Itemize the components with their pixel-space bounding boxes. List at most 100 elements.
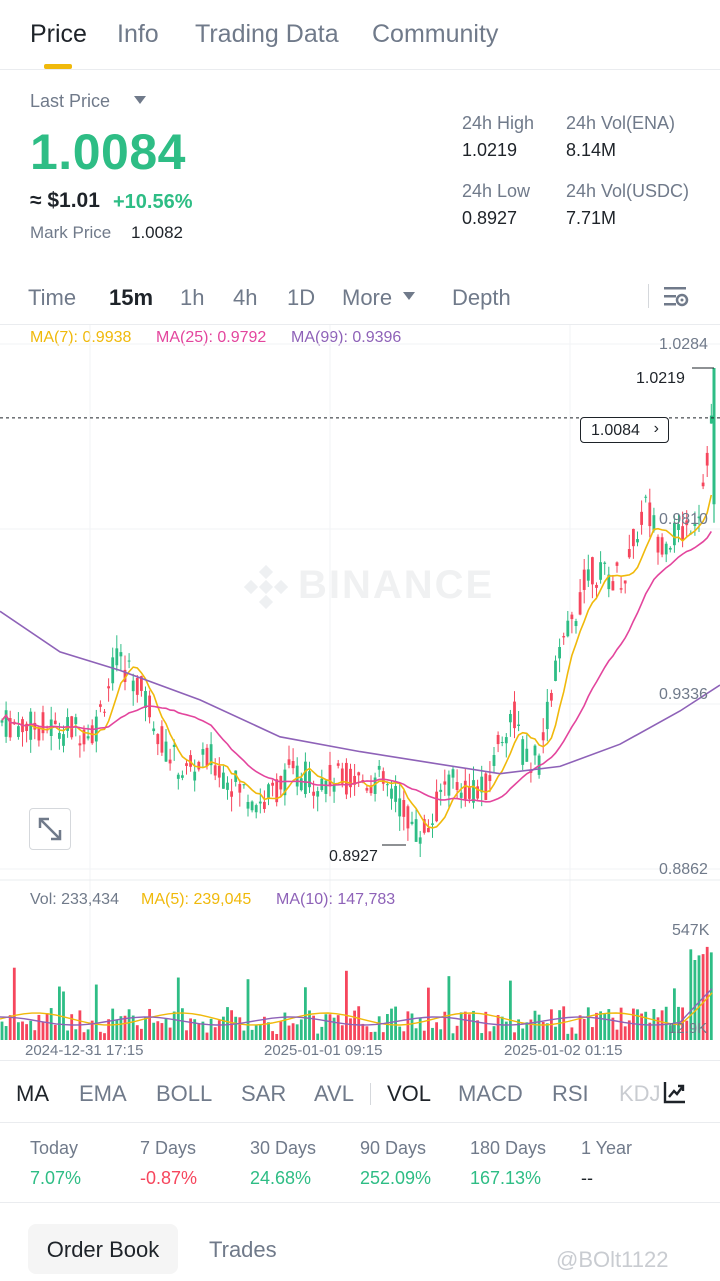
candlestick-chart[interactable] <box>0 325 720 1060</box>
indicator-vol[interactable]: VOL <box>387 1081 432 1106</box>
24h-vol-ena-value: 8.14M <box>566 140 617 160</box>
candle-body <box>632 528 635 547</box>
price-axis-label: 0.8862 <box>659 861 708 878</box>
candle-body <box>488 775 492 782</box>
indicator-ma[interactable]: MA <box>16 1081 49 1106</box>
volume-bar <box>230 1010 233 1040</box>
candle-body <box>287 759 291 765</box>
candle-body <box>595 584 598 588</box>
indicator-kdj[interactable]: KDJ <box>619 1081 661 1106</box>
interval-time[interactable]: Time <box>28 285 77 310</box>
volume-bar <box>386 1014 389 1040</box>
performance-label: 90 Days <box>360 1138 427 1158</box>
volume-bar <box>70 1014 74 1040</box>
volume-bar <box>431 1027 434 1040</box>
volume-bar <box>394 1006 397 1040</box>
volume-bar <box>316 1033 320 1040</box>
interval-depth[interactable]: Depth <box>452 285 511 310</box>
candle-body <box>525 748 529 762</box>
candle-body <box>168 759 172 764</box>
candle-body <box>164 741 168 762</box>
candle-body <box>394 785 397 802</box>
more-caret-icon[interactable] <box>403 292 415 300</box>
candle-body <box>156 734 160 745</box>
performance-value: -0.87% <box>140 1168 198 1188</box>
tab-trades[interactable]: Trades <box>209 1237 277 1262</box>
volume-bar <box>693 960 697 1040</box>
candle-body <box>193 771 197 781</box>
interval-4h[interactable]: 4h <box>233 285 258 310</box>
volume-bar <box>58 986 61 1040</box>
caret-down-icon[interactable] <box>134 96 146 104</box>
indicator-chart-icon[interactable] <box>663 1080 687 1104</box>
vol-ma5-legend: MA(5): 239,045 <box>141 891 252 908</box>
performance-label: 1 Year <box>581 1138 633 1158</box>
candle-body <box>86 736 90 739</box>
volume-bar <box>545 1023 549 1040</box>
candle-body <box>304 761 307 795</box>
indicator-ema[interactable]: EMA <box>79 1081 127 1106</box>
last-price-selector[interactable]: Last Price <box>30 91 111 111</box>
tab-price[interactable]: Price <box>30 20 87 48</box>
volume-bar <box>570 1027 574 1040</box>
indicator-macd[interactable]: MACD <box>458 1081 523 1106</box>
candle-body <box>29 711 33 740</box>
ma99-legend: MA(99): 0.9396 <box>291 329 402 346</box>
volume-bar <box>234 1016 238 1040</box>
volume-bar <box>8 1015 12 1040</box>
volume-bar <box>521 1028 525 1040</box>
vol-ma10-legend: MA(10): 147,783 <box>276 891 396 908</box>
candle-body <box>127 660 131 662</box>
candle-body <box>78 743 82 746</box>
candle-body <box>176 774 180 779</box>
candle-body <box>705 452 709 466</box>
chart-border <box>0 324 720 325</box>
candle-body <box>119 652 123 657</box>
candle-body <box>521 739 525 765</box>
candle-body <box>238 783 242 793</box>
volume-bar <box>595 1012 598 1040</box>
candle-body <box>447 774 451 796</box>
ma25-line <box>1 530 712 803</box>
volume-bar <box>140 1028 143 1040</box>
interval-1h[interactable]: 1h <box>180 285 205 310</box>
volume-bar <box>673 988 676 1040</box>
volume-bar <box>443 1011 447 1040</box>
indicator-avl[interactable]: AVL <box>314 1081 354 1106</box>
volume-bar <box>299 1019 303 1040</box>
volume-bar <box>176 977 180 1040</box>
candle-body <box>41 712 45 734</box>
expand-chart-button[interactable] <box>29 808 71 850</box>
indicator-rsi[interactable]: RSI <box>552 1081 589 1106</box>
tab-community[interactable]: Community <box>372 20 499 48</box>
volume-bar <box>562 1006 566 1040</box>
volume-bar <box>90 1020 94 1040</box>
tab-info[interactable]: Info <box>117 20 159 48</box>
interval-1d[interactable]: 1D <box>287 285 316 310</box>
indicator-sar[interactable]: SAR <box>241 1081 287 1106</box>
price-axis-label: 0.9336 <box>659 686 708 703</box>
interval-more[interactable]: More <box>342 285 393 310</box>
indicator-boll[interactable]: BOLL <box>156 1081 213 1106</box>
tab-order-book[interactable]: Order Book <box>28 1224 178 1274</box>
volume-bar <box>447 976 451 1040</box>
candle-body <box>62 734 65 746</box>
candle-body <box>599 562 602 580</box>
volume-bar <box>29 1020 33 1040</box>
volume-bar <box>41 1021 45 1040</box>
candle-body <box>107 686 110 689</box>
credit-watermark: @BOlt1122 <box>556 1247 669 1272</box>
candle-body <box>677 524 680 530</box>
interval-15m[interactable]: 15m <box>109 285 154 310</box>
candle-body <box>17 726 20 737</box>
volume-bar <box>144 1017 147 1040</box>
candle-body <box>111 657 115 684</box>
high-price-marker: 1.0219 <box>636 370 685 387</box>
candle-body <box>427 827 430 833</box>
candle-body <box>480 776 484 793</box>
chart-settings-icon[interactable] <box>662 284 690 310</box>
volume-bar <box>74 1029 78 1040</box>
current-price-tag[interactable]: 1.0084 › <box>580 417 669 443</box>
tab-trading-data[interactable]: Trading Data <box>195 20 339 48</box>
candle-body <box>709 415 713 424</box>
